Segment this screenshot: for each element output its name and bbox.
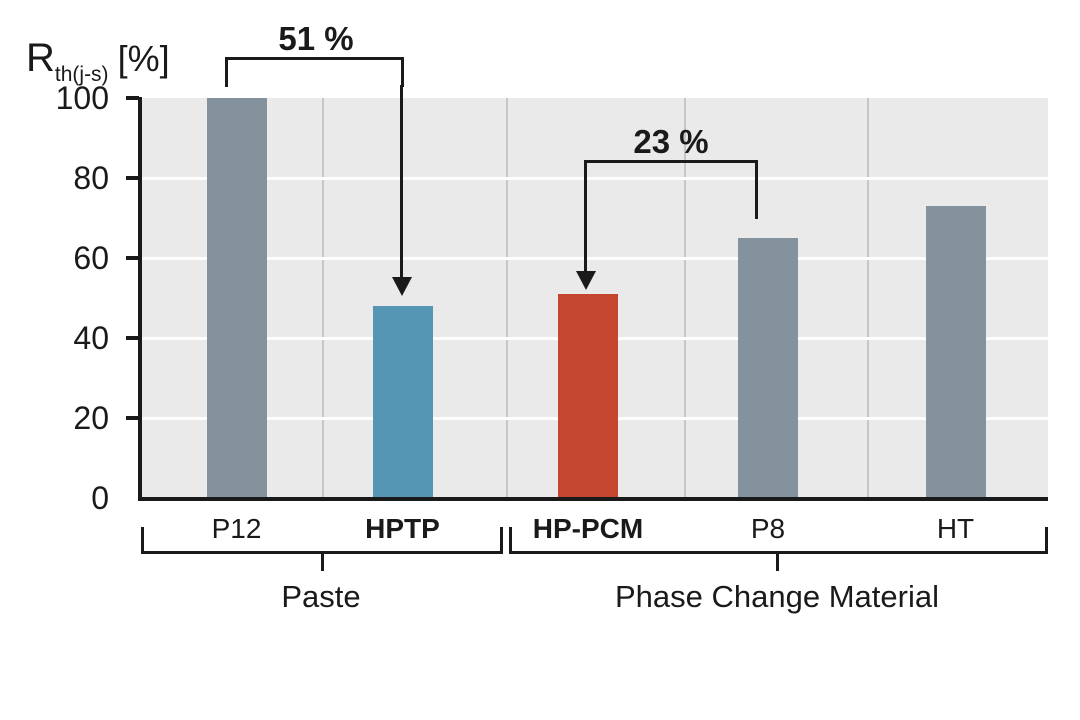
x-label-ht: HT [936,513,975,544]
y-axis-subscript: th(j-s) [54,63,109,86]
y-tick-label-100: 100 [55,80,109,116]
group-bracket-paste-tick [321,554,324,571]
x-label-hp-pcm: HP-PCM [532,513,644,544]
annotation-23-bracket [584,160,758,219]
vertical-gridline [506,98,508,498]
y-tick-label-60: 60 [73,240,109,276]
y-tick-label-0: 0 [91,480,109,516]
down-arrow-icon [392,277,412,296]
annotation-23-label: 23 % [633,123,709,160]
group-bracket-phase-change-material [509,527,1048,554]
group-label-phase-change-material: Phase Change Material [615,579,939,614]
annotation-51-label: 51 % [278,20,354,57]
bar-p12 [206,98,267,498]
group-bracket-paste [141,527,503,554]
y-axis-title: Rth(j-s) [%] [26,36,170,86]
horizontal-gridline [142,176,1048,180]
annotation-51-arrow-shaft [400,85,403,279]
x-label-p12: P12 [211,513,262,544]
x-axis-line [138,497,1048,501]
vertical-gridline [867,98,869,498]
vertical-gridline [684,98,686,498]
bar-hp-pcm [558,294,618,498]
y-axis-unit: [%] [117,38,170,79]
y-tick-mark [126,96,139,100]
y-tick-mark [126,416,139,420]
y-tick-mark [126,176,139,180]
group-label-paste: Paste [281,579,361,614]
down-arrow-icon [576,271,596,290]
y-tick-label-40: 40 [73,320,109,356]
y-tick-label-20: 20 [73,400,109,436]
bar-p8 [738,238,798,498]
annotation-23-arrow-shaft [584,217,587,273]
y-axis-symbol: R [26,36,55,80]
group-bracket-phase-change-material-tick [776,554,779,571]
vertical-gridline [322,98,324,498]
x-label-p8: P8 [750,513,786,544]
x-label-hptp: HPTP [365,513,440,544]
bar-hptp [372,306,433,498]
y-tick-mark [126,336,139,340]
bar-ht [925,206,986,498]
plot-area [142,98,1048,498]
horizontal-gridline [142,256,1048,260]
annotation-51-bracket [225,57,404,87]
y-tick-mark [126,256,139,260]
y-axis-line [138,97,142,501]
y-tick-label-80: 80 [73,160,109,196]
